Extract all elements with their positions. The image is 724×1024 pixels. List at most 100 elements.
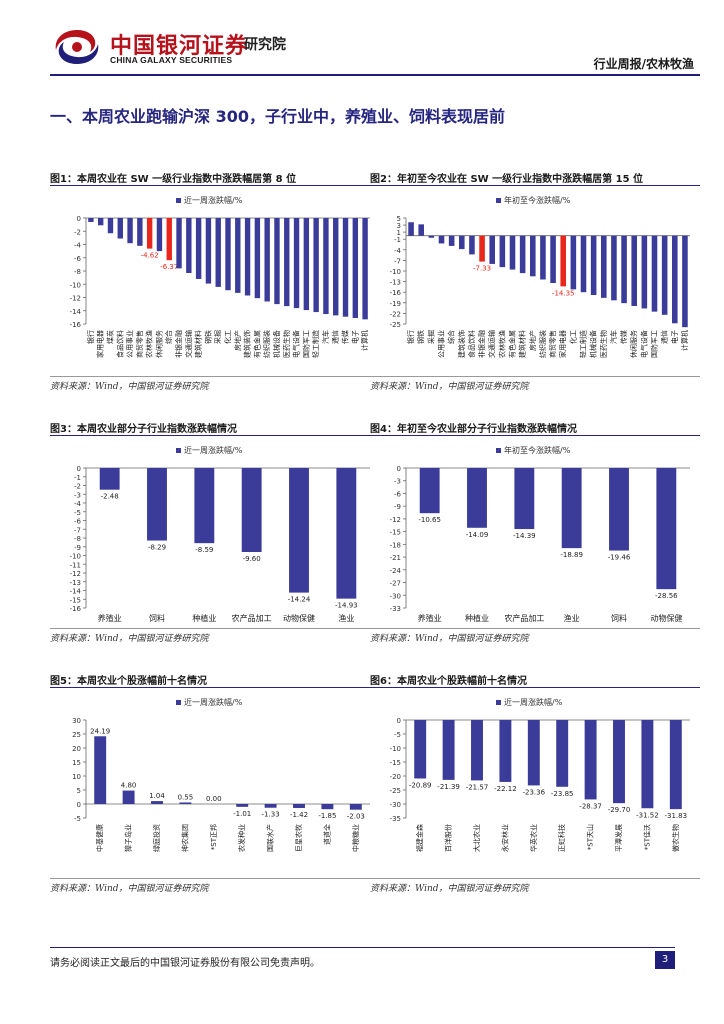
data-label-9: -6.37 [160,263,178,271]
y-tick-label: -16 [70,605,82,613]
x-tick-label: 煤炭 [105,330,114,344]
y-tick-label: -2 [74,228,81,236]
figure-title: 图3：本周农业部分子行业指数涨跌幅情况 [50,418,380,436]
y-tick-label: 1 [397,229,401,237]
bar-23 [303,218,310,311]
brand-name-en: CHINA GALAXY SECURITIES [110,55,233,65]
bar-2 [147,468,167,541]
x-tick-label: 采掘 [426,330,435,344]
bar-10 [499,235,506,268]
x-tick-label: 综合 [164,330,173,344]
bar-3 [151,801,163,804]
bar-2 [418,224,425,236]
y-tick-label: -25 [390,787,401,795]
bar-7 [584,720,597,800]
chart-legend: 近一周涨跌幅/% [176,445,243,455]
bar-7 [146,218,153,249]
data-label-8: -7.33 [473,265,491,273]
bar-10 [349,804,362,810]
y-tick-label: -15 [70,596,81,604]
x-tick-label: 农林牧渔 [145,330,154,358]
y-tick-label: 10 [72,773,81,781]
x-tick-label: 有色金属 [252,330,261,358]
bar-6 [656,468,677,590]
data-label-16: -14.35 [552,289,575,297]
data-label-6: -1.01 [233,810,251,818]
y-tick-label: -12 [390,516,401,524]
y-tick-label: 20 [72,745,81,753]
x-tick-label: 中粮糖业 [351,824,360,852]
section-title: 一、本周农业跑输沪深 300，子行业中，养殖业、饲料表现居前 [50,107,505,126]
legend-label: 近一周涨跌幅/% [504,697,563,707]
data-label-1: -10.65 [418,516,441,524]
y-tick-label: -7 [394,257,401,265]
y-tick-label: -6 [394,490,402,498]
bar-8 [293,804,305,808]
bar-10 [176,218,182,269]
x-tick-label: 平潭发展 [614,824,623,852]
chart-legend: 近一周涨跌幅/% [496,697,563,707]
data-label-4: -9.60 [243,555,261,563]
data-label-4: -22.12 [494,785,517,793]
bar-10 [669,720,682,810]
bar-3 [428,235,435,238]
data-label-8: -29.70 [608,806,631,814]
y-tick-label: 0 [77,465,81,473]
y-tick-label: -10 [390,745,401,753]
bar-29 [362,218,368,320]
data-label-9: -31.52 [636,811,659,819]
x-tick-label: 食品饮料 [467,330,476,358]
y-tick-label: -6 [74,518,82,526]
x-tick-label: 农发种业 [237,824,246,852]
bar-3 [471,720,483,781]
y-tick-label: -14 [70,308,82,316]
figure-title: 图4：年初至今农业部分子行业指数涨跌幅情况 [370,418,700,436]
bar-28 [352,218,359,319]
bar-14 [540,235,546,280]
x-tick-label: 食品饮料 [115,330,124,358]
x-tick-label: 建筑材料 [194,330,203,358]
x-tick-label: 建筑装饰 [243,330,252,358]
data-label-4: 0.55 [178,793,194,801]
figure-source: 资料来源：Wind，中国银河证券研究院 [50,628,380,644]
x-tick-label: 绿庭投资 [152,824,161,852]
x-tick-label: 獐子岛业 [124,824,133,852]
bar-3 [107,218,114,234]
x-tick-label: 通信 [331,330,340,344]
bar-2 [97,218,104,226]
page-number: 3 [655,951,675,969]
x-tick-label: 渔业 [338,613,354,623]
y-tick-label: -16 [390,289,402,297]
brand-name-cn: 中国银河证券 [110,34,249,59]
bar-27 [342,218,349,317]
y-tick-label: 5 [397,215,401,223]
bar-4 [499,720,512,782]
bar-12 [519,235,526,274]
y-tick-label: -35 [390,815,401,823]
legend-swatch [176,700,181,705]
x-tick-label: 银行 [86,330,95,344]
legend-swatch [176,448,181,453]
bar-7 [469,235,475,255]
bar-1 [99,468,120,490]
data-label-5: -14.24 [288,596,311,604]
legend-label: 年初至今涨跌幅/% [504,195,571,205]
x-tick-label: 化工 [223,330,232,344]
figure-source: 资料来源：Wind，中国银河证券研究院 [50,878,380,894]
bar-21 [284,218,290,307]
y-tick-label: -30 [390,801,401,809]
y-tick-label: -3 [74,491,81,499]
data-label-9: -1.85 [318,812,336,820]
y-tick-label: -9 [394,503,401,511]
bar-1 [419,468,440,514]
x-tick-label: 计算机 [680,330,689,351]
x-tick-label: 化工 [568,330,577,344]
x-tick-label: 医药生物 [282,330,291,358]
bar-4 [561,468,582,549]
bar-5 [448,235,455,246]
data-label-7: -1.33 [262,811,280,819]
footer-disclaimer: 请务必阅读正文最后的中国银河证券股份有限公司免责声明。 [50,958,320,969]
bar-24 [313,218,319,313]
bar-23 [631,235,638,306]
y-tick-label: -27 [390,580,401,588]
